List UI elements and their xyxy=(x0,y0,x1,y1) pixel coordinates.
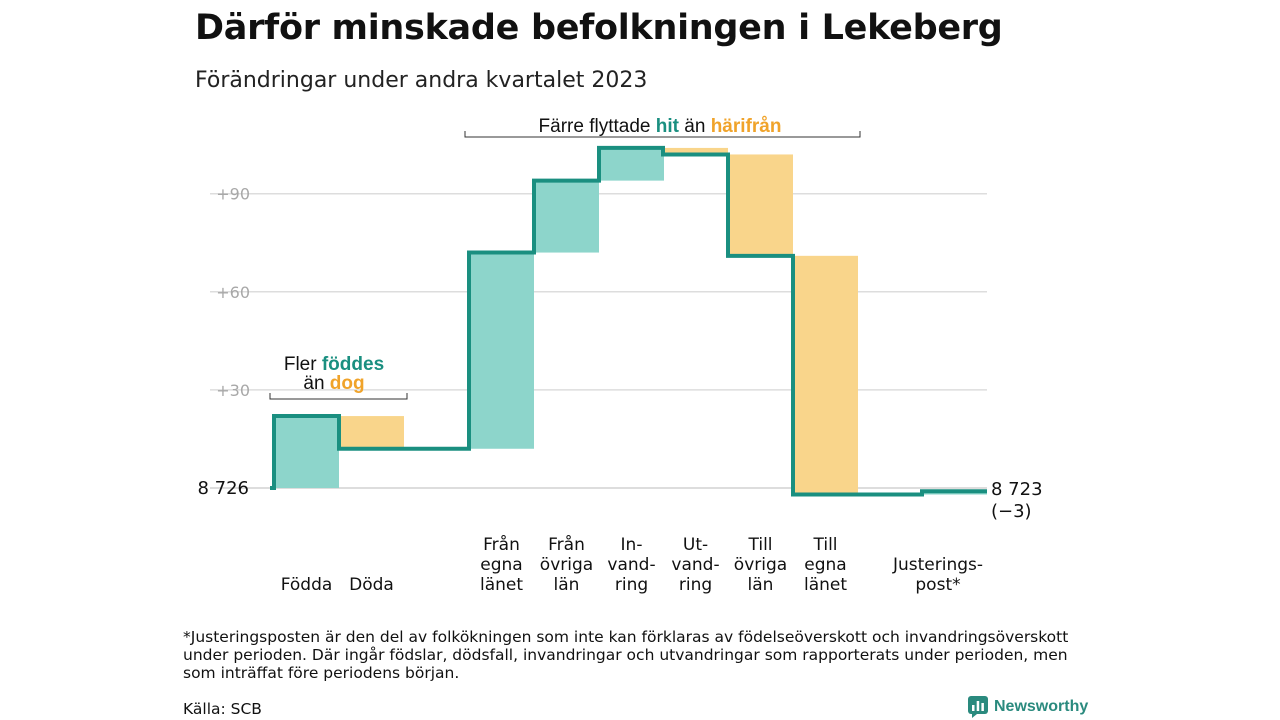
waterfall-bar xyxy=(728,154,793,256)
migration-annotation: Färre flyttade hit än härifrån xyxy=(539,116,782,137)
category-label: vand- xyxy=(671,555,719,575)
category-label: Justerings- xyxy=(892,555,983,575)
category-label: Födda xyxy=(281,575,333,595)
waterfall-bar xyxy=(469,252,534,449)
waterfall-bar xyxy=(599,147,664,181)
births-deaths-bracket xyxy=(269,393,408,400)
chart-title: Därför minskade befolkningen i Lekeberg xyxy=(195,8,1003,48)
waterfall-bar xyxy=(663,147,728,155)
category-label: ring xyxy=(679,575,712,595)
running-total-line xyxy=(270,145,987,497)
source-label: Källa: SCB xyxy=(183,700,262,718)
category-label: Till xyxy=(812,535,837,555)
category-label: ring xyxy=(615,575,648,595)
y-tick-label: +60 xyxy=(216,283,250,302)
end-change-label: (−3) xyxy=(991,501,1032,522)
births-annotation-line1: Fler föddes xyxy=(284,354,384,375)
start-value-label: 8 726 xyxy=(197,478,249,499)
category-label: Ut- xyxy=(683,535,708,555)
category-label: Till xyxy=(747,535,772,555)
footnote: *Justeringsposten är den del av folkökni… xyxy=(183,628,1069,682)
category-label: egna xyxy=(480,555,522,575)
brand-name: Newsworthy xyxy=(994,698,1089,715)
category-label: vand- xyxy=(607,555,655,575)
waterfall-bar xyxy=(274,416,339,488)
y-tick-label: +30 xyxy=(216,381,250,400)
category-label: post* xyxy=(915,575,960,595)
brand-logo: Newsworthy xyxy=(968,696,1088,718)
bar-chart-logo-icon xyxy=(968,696,988,718)
category-label: Från xyxy=(483,534,520,555)
category-label: övriga xyxy=(734,555,787,575)
category-label: län xyxy=(748,575,774,595)
category-label: länet xyxy=(480,575,523,595)
chart-subtitle: Förändringar under andra kvartalet 2023 xyxy=(195,68,648,93)
category-label: In- xyxy=(621,535,643,555)
category-label: övriga xyxy=(540,555,593,575)
births-annotation-line2: än dog xyxy=(303,373,364,394)
category-label: län xyxy=(554,575,580,595)
category-label: egna xyxy=(804,555,846,575)
waterfall-bar xyxy=(793,255,858,495)
y-tick-label: +90 xyxy=(216,185,250,204)
waterfall-bar xyxy=(339,416,404,449)
end-value-label: 8 723 xyxy=(991,479,1043,500)
category-label: Döda xyxy=(349,575,394,595)
category-label: Från xyxy=(548,534,585,555)
migration-bracket xyxy=(464,131,861,138)
category-label: länet xyxy=(804,575,847,595)
waterfall-bar xyxy=(534,180,599,253)
